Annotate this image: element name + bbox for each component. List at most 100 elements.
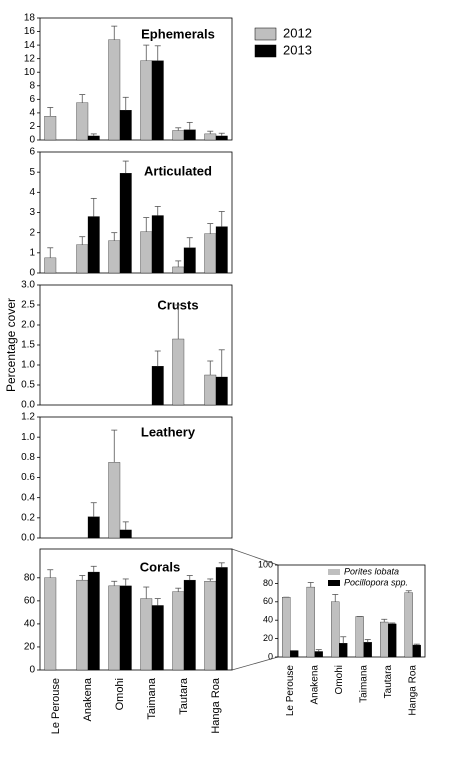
x-tick-label: Tautara: [383, 665, 394, 699]
bar: [172, 338, 185, 406]
y-tick-label: 5: [29, 167, 35, 178]
error-bar: [111, 232, 118, 241]
y-tick-label: 2: [29, 121, 35, 132]
error-bar: [79, 236, 86, 245]
error-bar: [111, 25, 118, 40]
bar: [87, 135, 100, 141]
bar: [151, 215, 164, 274]
error-bar: [90, 133, 97, 136]
error-bar: [175, 260, 182, 267]
error-bar: [218, 211, 225, 227]
bar: [282, 597, 291, 658]
bar: [306, 586, 315, 658]
y-tick-label: 1.0: [21, 432, 35, 443]
bar: [87, 571, 100, 671]
x-tick-label: Taimana: [146, 677, 158, 719]
y-tick-label: 16: [24, 26, 36, 37]
bar: [290, 650, 299, 658]
legend-label: 2013: [283, 42, 312, 57]
bar: [215, 376, 228, 406]
legend-swatch: [254, 44, 277, 58]
bar: [44, 257, 57, 274]
legend-label: 2012: [283, 25, 312, 40]
bar: [183, 247, 196, 274]
error-bar: [79, 575, 86, 581]
x-tick-label: Hanga Roa: [407, 665, 418, 716]
x-tick-label: Taimana: [358, 665, 369, 703]
error-bar: [332, 594, 339, 602]
x-tick-label: Le Perouse: [285, 665, 296, 717]
y-tick-label: 2.5: [21, 300, 35, 311]
error-bar: [175, 127, 182, 131]
error-bar: [90, 502, 97, 517]
y-tick-label: 6: [29, 147, 35, 158]
bar: [119, 529, 132, 539]
bar: [314, 651, 323, 658]
error-bar: [154, 598, 161, 606]
bar: [119, 585, 132, 671]
error-bar: [111, 580, 118, 586]
y-tick-label: 1.2: [21, 412, 35, 423]
error-bar: [111, 429, 118, 463]
y-tick-label: 0: [29, 665, 35, 676]
bar: [108, 585, 121, 671]
error-bar: [218, 132, 225, 136]
x-tick-label: Omohi: [334, 665, 345, 694]
panel-title: Corals: [140, 559, 180, 574]
error-bar: [207, 578, 214, 582]
bar: [44, 577, 57, 671]
x-tick-label: Omohi: [114, 678, 126, 710]
bar: [363, 642, 372, 658]
error-bar: [175, 304, 182, 339]
bar: [215, 135, 228, 141]
error-bar: [122, 578, 129, 586]
bar: [355, 616, 364, 658]
plot-frame: [39, 17, 233, 141]
error-bar: [218, 562, 225, 568]
plot-frame: [277, 564, 426, 658]
error-bar: [154, 206, 161, 216]
y-tick-label: 0: [29, 268, 35, 279]
bar: [172, 266, 185, 274]
legend-label: Porites lobata: [344, 566, 399, 576]
y-tick-label: 4: [29, 187, 35, 198]
plot-frame: [39, 548, 233, 671]
y-tick-label: 2: [29, 227, 35, 238]
y-tick-label: 12: [24, 53, 36, 64]
legend-swatch: [254, 27, 277, 41]
error-bar: [47, 569, 54, 578]
error-bar: [389, 622, 396, 624]
bar: [151, 366, 164, 406]
y-tick-label: 1: [29, 247, 35, 258]
error-bar: [186, 121, 193, 130]
panel-title: Leathery: [141, 424, 196, 439]
error-bar: [307, 582, 314, 588]
y-tick-label: 3.0: [21, 280, 35, 291]
x-tick-label: Anakena: [82, 677, 94, 721]
bar: [339, 643, 348, 658]
panel-title: Articulated: [144, 163, 212, 178]
bar: [380, 621, 389, 658]
y-tick-label: 3: [29, 207, 35, 218]
y-tick-label: 0.6: [21, 472, 35, 483]
error-bar: [381, 618, 388, 623]
legend-label: Pocillopora spp.: [344, 577, 408, 587]
y-tick-label: 80: [263, 578, 273, 588]
y-tick-label: 0.4: [21, 492, 35, 503]
bar: [44, 116, 57, 141]
bar: [151, 605, 164, 671]
y-tick-label: 18: [24, 13, 36, 24]
bar: [172, 591, 185, 671]
y-tick-label: 0.0: [21, 400, 35, 411]
error-bar: [340, 636, 347, 644]
error-bar: [143, 217, 150, 232]
y-tick-label: 2.0: [21, 320, 35, 331]
error-bar: [207, 223, 214, 234]
error-bar: [154, 350, 161, 367]
panel-title: Ephemerals: [141, 26, 215, 41]
y-tick-label: 40: [263, 615, 273, 625]
y-tick-label: 0: [29, 135, 35, 146]
bar: [204, 133, 217, 141]
y-tick-label: 14: [24, 40, 36, 51]
